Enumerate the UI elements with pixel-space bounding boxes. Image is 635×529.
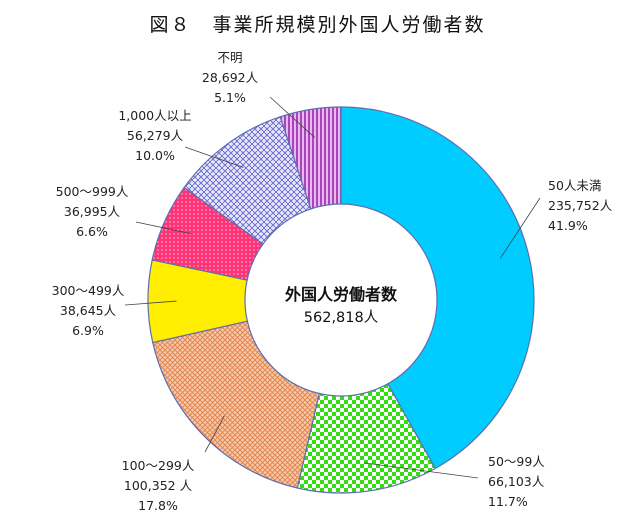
slice-label-5: 500～999人 36,995人 6.6% — [56, 184, 129, 239]
slice-name: 1,000人以上 — [118, 108, 191, 123]
leader-line-1 — [499, 197, 541, 259]
slice-value: 56,279人 — [127, 128, 184, 143]
leader-line-3 — [204, 415, 225, 453]
slice-name: 100～299人 — [122, 458, 195, 473]
slice-percent: 10.0% — [135, 148, 175, 163]
slice-name: 500～999人 — [56, 184, 129, 199]
leader-lines — [124, 96, 541, 479]
leader-line-2 — [364, 462, 479, 479]
slice-value: 38,645人 — [60, 303, 117, 318]
slice-value: 36,995人 — [64, 204, 121, 219]
slice-label-6: 1,000人以上 56,279人 10.0% — [118, 108, 191, 163]
donut-slices — [147, 106, 535, 494]
slice-value: 66,103人 — [488, 474, 545, 489]
center-total: 562,818人 — [304, 309, 378, 326]
slice-label-7: 不明 28,692人 5.1% — [202, 50, 259, 105]
leader-line-7 — [269, 96, 316, 138]
slice-percent: 6.6% — [76, 224, 108, 239]
slice-percent: 6.9% — [72, 323, 104, 338]
slice-label-2: 50～99人 66,103人 11.7% — [488, 454, 545, 509]
chart-title: 図８ 事業所規模別外国人労働者数 — [149, 14, 486, 36]
slice-name: 50～99人 — [488, 454, 545, 469]
slice-name: 不明 — [217, 50, 242, 65]
slice-percent: 5.1% — [214, 90, 246, 105]
slice-value: 235,752人 — [548, 198, 613, 213]
leader-line-6 — [184, 146, 244, 168]
slice-label-3: 100～299人 100,352 人 17.8% — [122, 458, 195, 513]
slice-7 — [279, 106, 342, 210]
leader-line-4 — [124, 300, 177, 306]
slice-percent: 11.7% — [488, 494, 528, 509]
slice-label-4: 300～499人 38,645人 6.9% — [52, 283, 125, 338]
slice-name: 50人未満 — [548, 178, 601, 193]
slice-label-1: 50人未満 235,752人 41.9% — [548, 178, 613, 233]
slice-percent: 41.9% — [548, 218, 588, 233]
slice-3 — [152, 320, 320, 489]
center-title: 外国人労働者数 — [284, 285, 398, 304]
slice-value: 100,352 人 — [124, 478, 193, 493]
leader-line-5 — [135, 221, 191, 234]
slice-labels: 50人未満 235,752人 41.9% 50～99人 66,103人 11.7% 100～… — [52, 50, 613, 513]
slice-name: 300～499人 — [52, 283, 125, 298]
slice-value: 28,692人 — [202, 70, 259, 85]
slice-percent: 17.8% — [138, 498, 178, 513]
slice-1 — [340, 106, 535, 470]
